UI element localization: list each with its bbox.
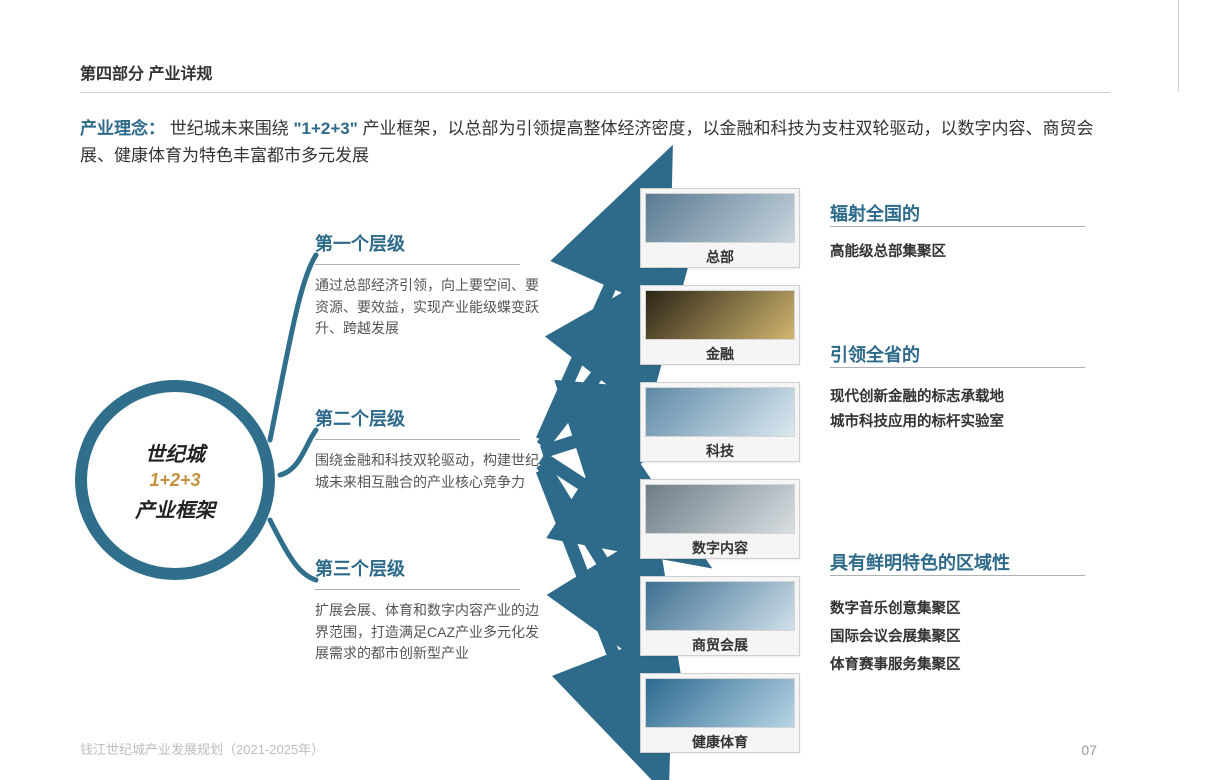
level-title: 第二个层级 [315,405,540,431]
card-label: 商贸会展 [641,635,799,655]
hub-circle: 世纪城 1+2+3 产业框架 [75,380,275,580]
concept-paragraph: 产业理念： 世纪城未来围绕 "1+2+3" 产业框架，以总部为引领提高整体经济密… [80,115,1100,169]
rhs-underline [830,575,1085,576]
rhs-heading-1: 辐射全国的 [830,200,920,226]
level-title: 第一个层级 [315,230,540,256]
category-card-6: 健康体育 [640,673,800,753]
level-desc: 扩展会展、体育和数字内容产业的边界范围，打造满足CAZ产业多元化发展需求的都市创… [315,600,540,665]
fan-arrow [542,228,636,440]
level-block-3: 第三个层级扩展会展、体育和数字内容产业的边界范围，打造满足CAZ产业多元化发展需… [315,555,540,665]
level-underline [315,439,520,440]
top-divider [80,92,1110,93]
category-card-1: 总部 [640,188,800,268]
level-block-1: 第一个层级通过总部经济引领，向上要空间、要资源、要效益，实现产业能级蝶变跃升、跨… [315,230,540,340]
rhs-underline [830,226,1085,227]
card-thumbnail [645,678,795,728]
card-thumbnail [645,387,795,437]
rhs-line: 高能级总部集聚区 [830,240,946,261]
category-card-3: 科技 [640,382,800,462]
rhs-line: 数字音乐创意集聚区 [830,597,961,618]
rhs-underline [830,367,1085,368]
level-desc: 围绕金融和科技双轮驱动，构建世纪城未来相互融合的产业核心竞争力 [315,450,540,493]
rhs-heading-2: 引领全省的 [830,341,920,367]
rhs-line: 体育赛事服务集聚区 [830,653,961,674]
rhs-line: 国际会议会展集聚区 [830,625,961,646]
rhs-line: 城市科技应用的标杆实验室 [830,410,1004,431]
hub-line2: 产业框架 [135,494,215,523]
card-label: 数字内容 [641,538,799,558]
concept-label: 产业理念： [80,119,165,138]
level-desc: 通过总部经济引领，向上要空间、要资源、要效益，实现产业能级蝶变跃升、跨越发展 [315,275,540,340]
category-card-5: 商贸会展 [640,576,800,656]
card-label: 科技 [641,441,799,461]
card-thumbnail [645,484,795,534]
footer-left: 钱江世纪城产业发展规划（2021-2025年） [80,739,324,758]
hub-line1: 世纪城 [145,438,205,467]
level-title: 第三个层级 [315,555,540,581]
section-title: 第四部分 产业详规 [80,60,212,84]
card-thumbnail [645,193,795,243]
right-edge-line [1178,0,1179,92]
fan-arrow [542,458,636,519]
card-label: 金融 [641,344,799,364]
hub-formula: 1+2+3 [149,470,200,491]
card-label: 健康体育 [641,732,799,752]
category-card-2: 金融 [640,285,800,365]
footer-page-number: 07 [1081,742,1097,758]
card-thumbnail [645,290,795,340]
fan-arrow [542,464,636,616]
concept-text-before: 世纪城未来围绕 [170,119,289,138]
rhs-heading-3: 具有鲜明特色的区域性 [830,549,1010,575]
card-thumbnail [645,581,795,631]
category-card-4: 数字内容 [640,479,800,559]
fan-arrow [542,422,636,452]
fan-arrow [542,325,636,446]
level-underline [315,264,520,265]
card-label: 总部 [641,247,799,267]
concept-formula: "1+2+3" [293,119,357,138]
level-block-2: 第二个层级围绕金融和科技双轮驱动，构建世纪城未来相互融合的产业核心竞争力 [315,405,540,493]
fan-arrow [542,470,636,713]
level-underline [315,589,520,590]
rhs-line: 现代创新金融的标志承载地 [830,385,1004,406]
